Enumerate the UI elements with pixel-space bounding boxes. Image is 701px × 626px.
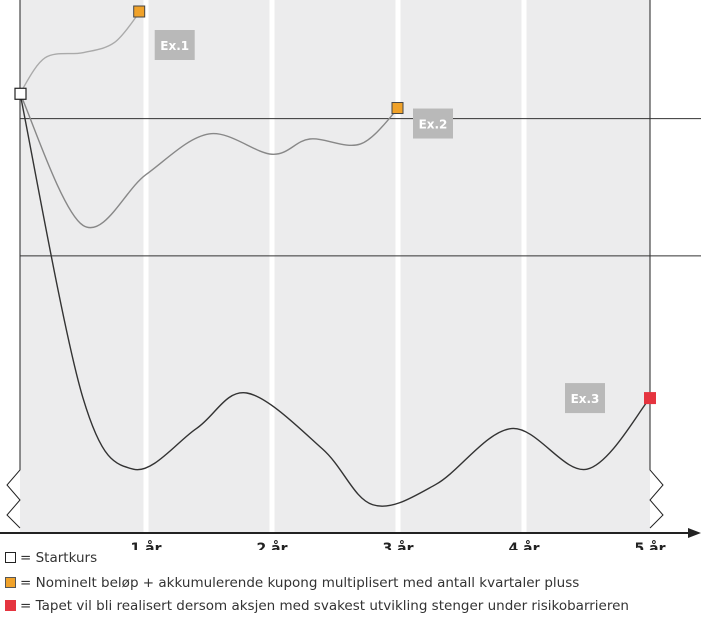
x-tick-label-2: 2 år — [257, 540, 288, 550]
series-line-2 — [19, 92, 399, 229]
x-tick-label-1: 1 år — [131, 540, 162, 550]
series-label-box-1 — [154, 30, 195, 60]
legend-loss-text: = Tapet vil bli realisert dersom aksjen … — [20, 598, 629, 614]
x-axis — [0, 528, 701, 538]
left-axis-break — [6, 0, 21, 529]
barrier-lines — [20, 118, 701, 257]
loss-marker-3 — [644, 392, 656, 405]
series-label-box-3 — [565, 383, 605, 414]
series-group — [14, 5, 656, 507]
right-axis-break — [649, 0, 664, 529]
chart-background — [6, 0, 664, 533]
series-line-3 — [19, 93, 651, 507]
legend-nominal: = Nominelt beløp + akkumulerende kupong … — [5, 575, 701, 591]
nominal-marker-icon — [5, 577, 16, 588]
vertical-grid — [143, 0, 527, 533]
plot-area — [20, 0, 650, 533]
start-marker — [14, 87, 27, 100]
legend-loss: = Tapet vil bli realisert dersom aksjen … — [5, 598, 701, 614]
series-label-3: Ex.3 — [571, 392, 600, 406]
x-tick-label-4: 4 år — [509, 540, 540, 550]
loss-marker-icon — [5, 600, 16, 611]
x-axis-arrow-icon — [688, 528, 701, 538]
series-labels: Ex.1 Ex.2 Ex.3 — [154, 30, 605, 414]
x-tick-label-5: 5 år — [635, 540, 666, 550]
chart: Ex.1 Ex.2 Ex.3 1 år 2 år 3 år 4 år 5 år — [0, 0, 701, 550]
legend-startkurs-text: = Startkurs — [20, 550, 98, 566]
x-tick-label-3: 3 år — [383, 540, 414, 550]
startkurs-marker-icon — [5, 552, 16, 563]
series-label-box-2 — [413, 108, 453, 139]
series-label-2: Ex.2 — [419, 118, 448, 132]
nominal-marker-2 — [391, 102, 404, 115]
series-label-1: Ex.1 — [160, 39, 189, 53]
x-tick-labels: 1 år 2 år 3 år 4 år 5 år — [131, 540, 666, 550]
series-line-1 — [19, 11, 141, 94]
nominal-marker-1 — [133, 5, 146, 18]
legend-startkurs: = Startkurs — [5, 550, 701, 566]
legend-nominal-text: = Nominelt beløp + akkumulerende kupong … — [20, 575, 580, 591]
